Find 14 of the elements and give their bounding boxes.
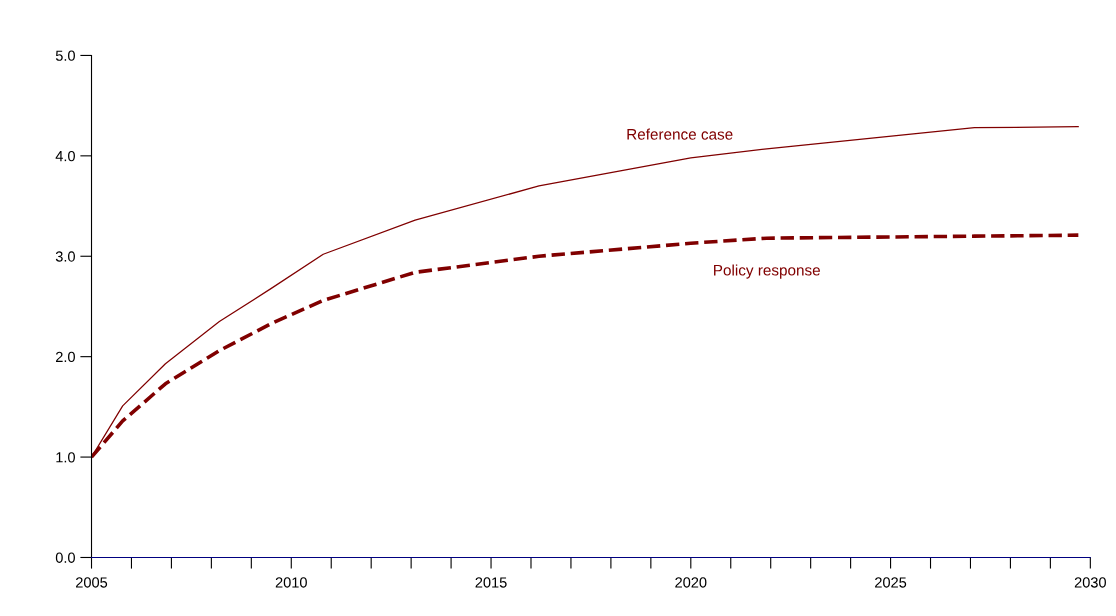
y-tick-label: 0.0 <box>55 552 75 563</box>
y-tick-label: 2.0 <box>56 351 75 363</box>
x-tick-label: 2030 <box>1074 577 1106 588</box>
x-tick-label: 2010 <box>275 577 307 588</box>
x-tick-label: 2015 <box>475 577 507 588</box>
x-tick-label: 2025 <box>875 577 907 588</box>
series-label: Policy response <box>714 264 820 279</box>
series-label: Reference case <box>627 128 733 140</box>
y-tick-label: 5.0 <box>55 50 75 61</box>
y-tick-label: 3.0 <box>55 251 75 262</box>
x-tick-label: 2005 <box>76 577 108 588</box>
y-tick-label: 1.0 <box>56 452 75 463</box>
x-tick-label: 2020 <box>675 577 707 588</box>
y-tick-label: 4.0 <box>55 150 75 162</box>
